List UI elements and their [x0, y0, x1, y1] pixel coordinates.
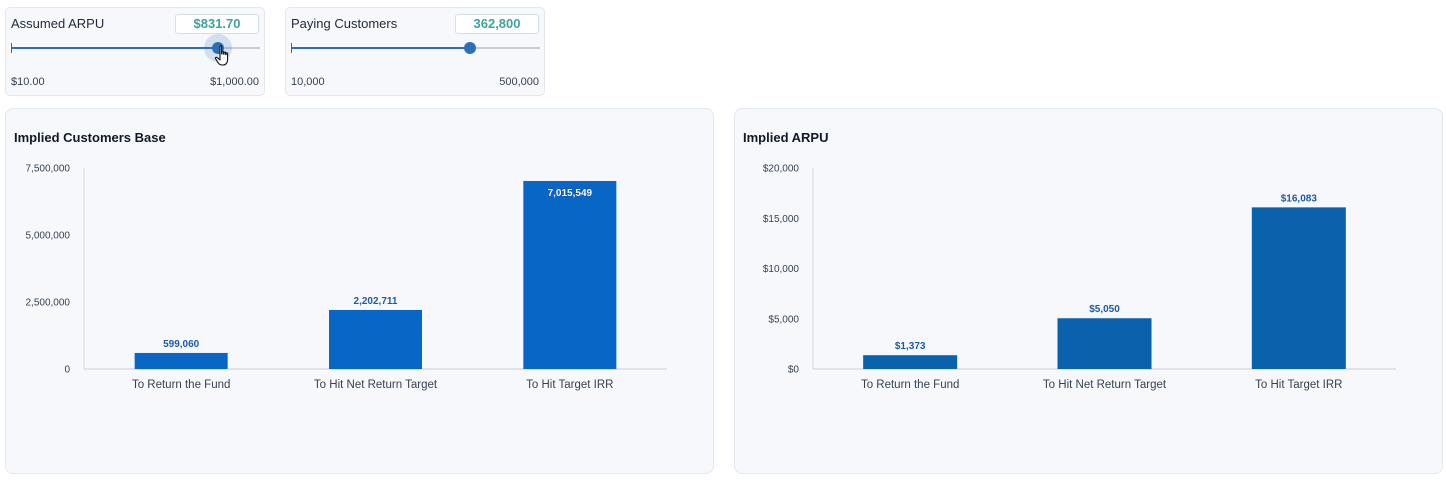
y-tick-label: 0: [64, 365, 70, 376]
customers-base-chart-card: Implied Customers Base 0 2,500,000 5,000,0…: [5, 108, 714, 474]
paying-customers-label: Paying Customers: [291, 16, 398, 31]
data-label: 7,015,549: [548, 188, 593, 199]
customers-base-chart-title: Implied Customers Base: [14, 130, 166, 145]
y-tick-label: $15,000: [763, 214, 800, 225]
paying-customers-thumb[interactable]: [464, 42, 477, 54]
paying-customers-slider-card: Paying Customers 362,800 10,000 500,000: [285, 7, 545, 96]
bar: [523, 180, 617, 369]
customers-base-chart: 0 2,500,000 5,000,000 7,500,000 599,060 To Re…: [26, 164, 667, 391]
implied-arpu-chart-card: Implied ARPU $0 $5,000 $10,000 $15,000 $20,0…: [734, 108, 1443, 474]
implied-arpu-chart: $0 $5,000 $10,000 $15,000 $20,000 $1,373 To Re…: [763, 164, 1396, 391]
x-tick-label: To Hit Net Return Target: [314, 379, 438, 391]
bar: [134, 352, 228, 369]
paying-customers-min-label: 10,000: [291, 76, 325, 88]
bar: [1251, 207, 1346, 369]
assumed-arpu-min-label: $10.00: [11, 76, 45, 88]
y-tick-label: $10,000: [763, 264, 800, 275]
assumed-arpu-max-label: $1,000.00: [210, 76, 259, 88]
x-tick-label: To Hit Target IRR: [1255, 379, 1342, 391]
bar: [1057, 318, 1152, 369]
implied-arpu-chart-title: Implied ARPU: [743, 130, 829, 145]
assumed-arpu-label: Assumed ARPU: [11, 16, 105, 31]
x-tick-label: To Return the Fund: [861, 379, 959, 391]
x-tick-label: To Hit Net Return Target: [1043, 379, 1167, 391]
assumed-arpu-value-input[interactable]: $831.70: [175, 14, 259, 34]
y-tick-label: 7,500,000: [26, 164, 71, 175]
assumed-arpu-start-tick: [11, 43, 12, 53]
paying-customers-fill: [291, 47, 471, 49]
data-label: 2,202,711: [354, 296, 398, 307]
data-label: $16,083: [1281, 193, 1318, 204]
paying-customers-start-tick: [291, 43, 292, 53]
y-tick-label: $20,000: [763, 164, 800, 175]
data-label: $1,373: [895, 341, 926, 352]
y-tick-label: $0: [788, 365, 800, 376]
y-tick-label: 5,000,000: [26, 231, 71, 242]
data-label: 599,060: [163, 339, 200, 350]
bar: [863, 355, 958, 369]
paying-customers-max-label: 500,000: [499, 76, 539, 88]
assumed-arpu-fill: [11, 47, 218, 49]
y-tick-label: 2,500,000: [26, 298, 71, 309]
y-tick-label: $5,000: [768, 314, 799, 325]
paying-customers-value-input[interactable]: 362,800: [455, 14, 539, 34]
bar: [329, 309, 422, 369]
data-label: $5,050: [1089, 304, 1120, 315]
hand-pointer-icon: [214, 45, 229, 66]
x-tick-label: To Return the Fund: [132, 379, 230, 391]
x-tick-label: To Hit Target IRR: [526, 379, 613, 391]
